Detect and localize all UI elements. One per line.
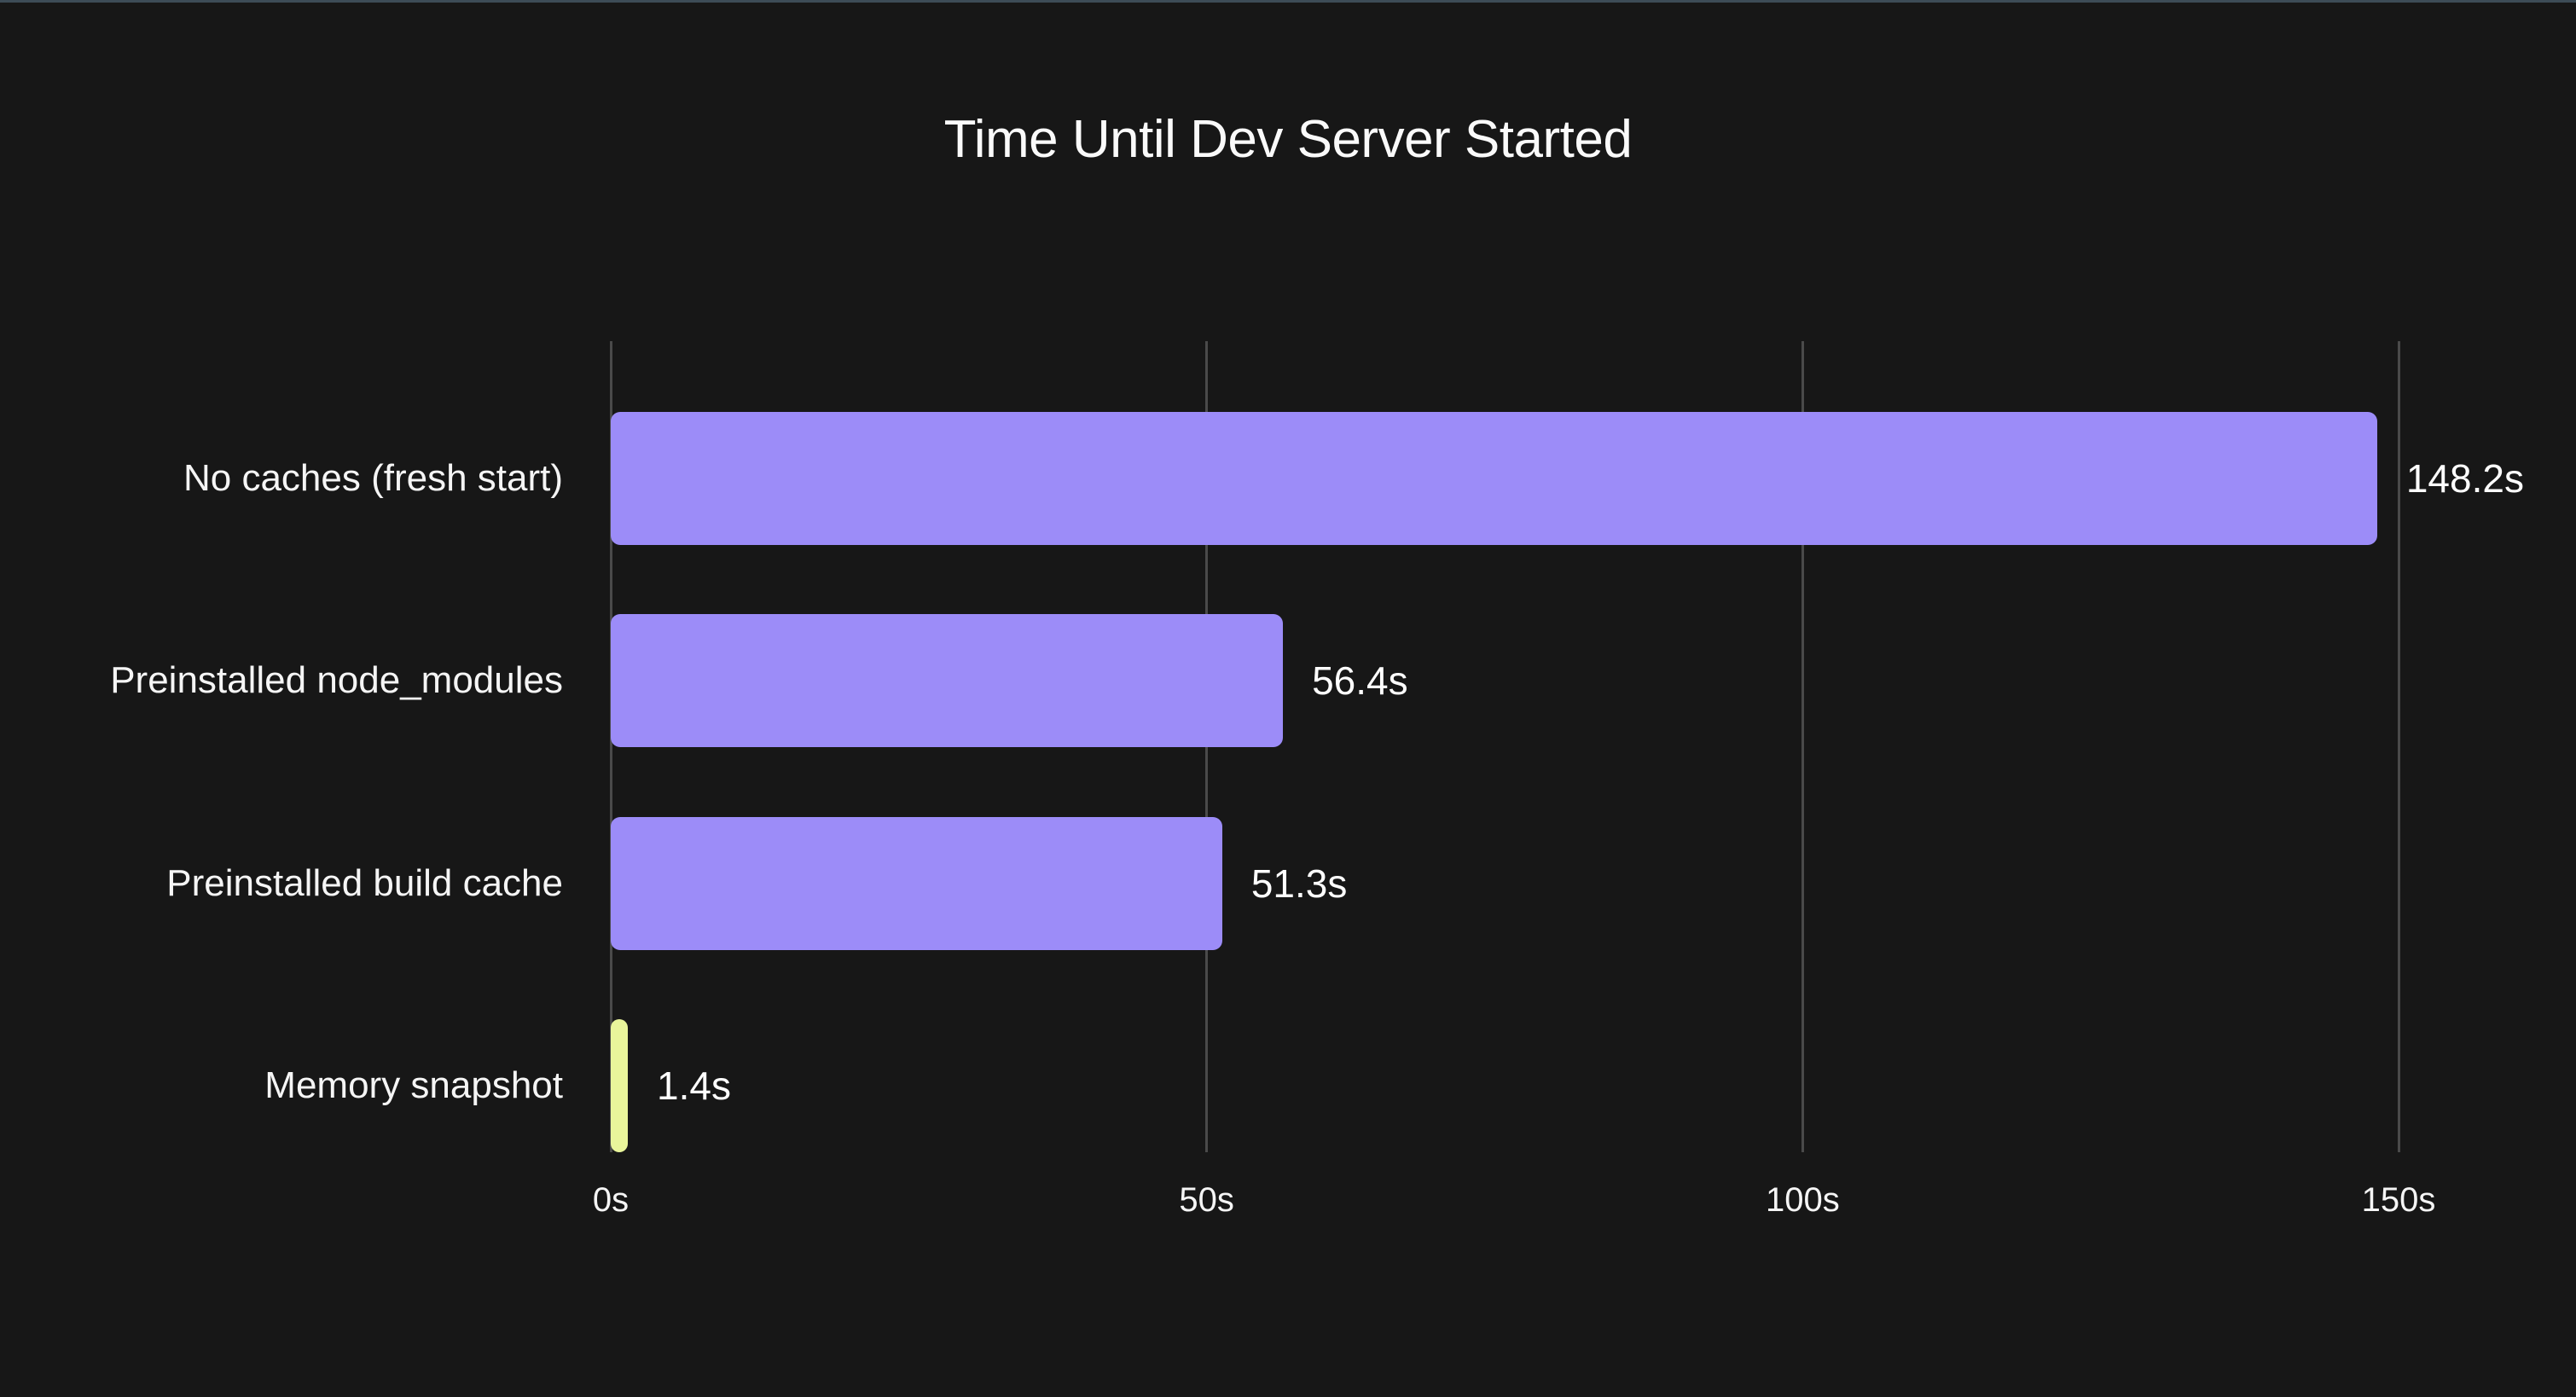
category-label: Preinstalled node_modules xyxy=(110,659,563,702)
window-top-edge xyxy=(0,0,2576,3)
value-label: 56.4s xyxy=(1312,658,1408,704)
bar xyxy=(611,1018,628,1152)
category-label: Memory snapshot xyxy=(264,1064,563,1106)
value-label: 148.2s xyxy=(2405,456,2524,501)
category-label: Preinstalled build cache xyxy=(166,861,563,904)
chart-title: Time Until Dev Server Started xyxy=(943,110,1633,169)
bar xyxy=(611,412,2377,545)
gridline xyxy=(1801,341,1804,1152)
bar xyxy=(611,614,1284,748)
value-label: 1.4s xyxy=(657,1063,731,1108)
category-label: No caches (fresh start) xyxy=(183,457,563,499)
x-tick-label: 50s xyxy=(1179,1181,1234,1219)
value-label: 51.3s xyxy=(1250,861,1348,906)
bar xyxy=(611,816,1222,950)
x-tick-label: 100s xyxy=(1765,1181,1840,1219)
x-tick-label: 0s xyxy=(592,1181,629,1219)
x-tick-label: 150s xyxy=(2361,1181,2436,1219)
plot-area: 0s 50s 100s 150s No caches (fresh start) 148.… xyxy=(110,341,2524,1219)
gridline xyxy=(609,341,612,1152)
gridline xyxy=(2397,341,2400,1152)
